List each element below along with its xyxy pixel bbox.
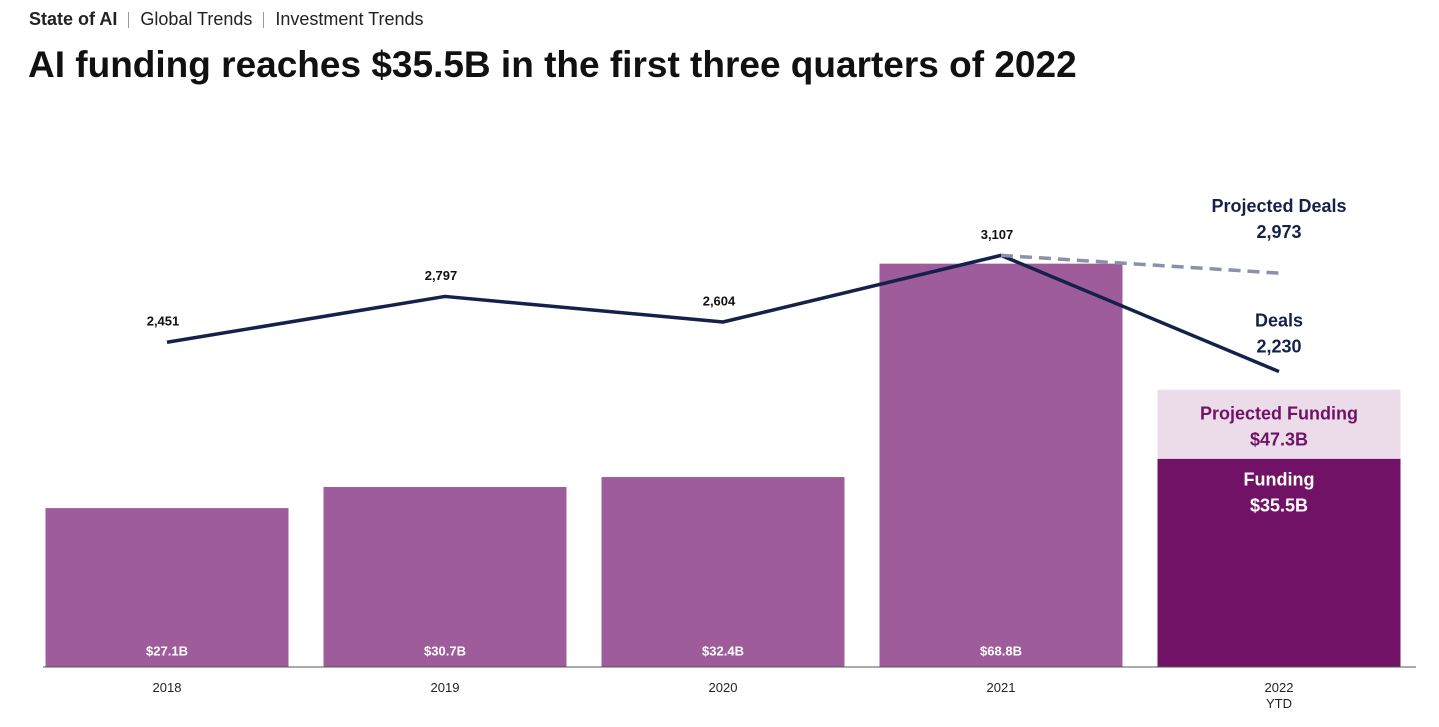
crumb: Investment Trends: [275, 9, 424, 29]
separator: [128, 11, 130, 28]
point-label: 2,451: [147, 314, 180, 329]
x-tick-label: 2022 YTD: [1264, 680, 1294, 711]
projected-line: [1000, 253, 1280, 275]
projected-name: Projected Deals: [1211, 196, 1346, 216]
line: [166, 253, 1280, 374]
chart-title: AI funding reaches $35.5B in the first t…: [28, 44, 1077, 85]
separator: [263, 11, 265, 28]
projected-label: 2,973: [1256, 222, 1301, 242]
series-name: Funding: [1244, 470, 1315, 490]
crumb: Global Trends: [140, 9, 253, 29]
point-label: 2,797: [425, 268, 458, 283]
x-tick-label: 2018: [152, 680, 182, 695]
projected-name: Projected Funding: [1200, 403, 1358, 423]
bar: [1157, 458, 1401, 667]
x-tick-label: 2020: [708, 680, 738, 695]
breadcrumb: State of AI Global Trends Investment Tre…: [29, 9, 423, 30]
bar: [879, 263, 1123, 667]
bar-label: $32.4B: [702, 643, 744, 658]
bar: [601, 477, 845, 667]
bar-label: $68.8B: [980, 643, 1022, 658]
point-label: 2,230: [1256, 336, 1301, 356]
series-name: Deals: [1255, 310, 1303, 330]
projected-label: $47.3B: [1250, 429, 1308, 449]
point-label: 3,107: [981, 227, 1014, 242]
x-tick-label: 2021: [986, 680, 1016, 695]
point-label: 2,604: [703, 293, 736, 308]
x-tick-label: 2019: [430, 680, 460, 695]
bar-label: $30.7B: [424, 643, 466, 658]
bar-label: $35.5B: [1250, 496, 1308, 516]
crumb: State of AI: [29, 9, 118, 29]
bar-label: $27.1B: [146, 643, 188, 658]
bar: [45, 508, 289, 667]
bar: [323, 487, 567, 667]
